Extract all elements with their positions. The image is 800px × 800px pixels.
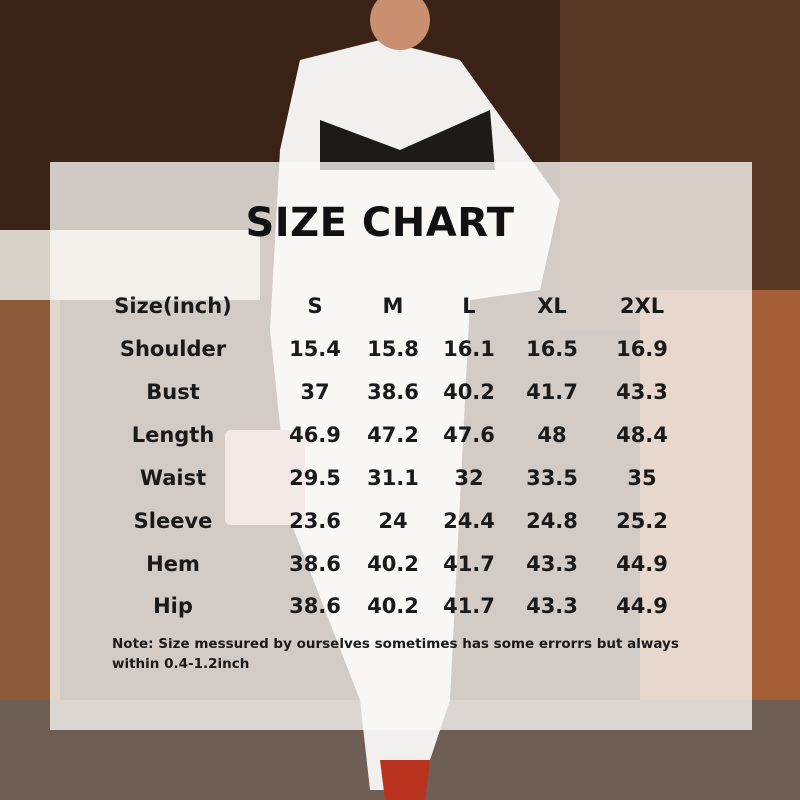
measurement-value: 40.2 bbox=[443, 380, 495, 404]
measurement-label: Waist bbox=[139, 466, 207, 490]
table-row: Sleeve 23.6 24 24.4 24.8 25.2 bbox=[0, 509, 800, 539]
measurement-value: 41.7 bbox=[443, 594, 495, 618]
table-row: Hip 38.6 40.2 41.7 43.3 44.9 bbox=[0, 594, 800, 624]
measurement-value: 15.4 bbox=[289, 337, 341, 361]
measurement-value: 38.6 bbox=[367, 380, 419, 404]
measurement-label: Length bbox=[131, 423, 215, 447]
measurement-label: Hip bbox=[153, 594, 193, 618]
measurement-value: 47.2 bbox=[367, 423, 419, 447]
measurement-value: 48 bbox=[537, 423, 567, 447]
measurement-value: 44.9 bbox=[616, 594, 668, 618]
measurement-value: 40.2 bbox=[367, 594, 419, 618]
table-row: Hem 38.6 40.2 41.7 43.3 44.9 bbox=[0, 552, 800, 582]
measurement-value: 32 bbox=[454, 466, 484, 490]
measurement-value: 16.9 bbox=[616, 337, 668, 361]
measurement-value: 44.9 bbox=[616, 552, 668, 576]
measurement-value: 46.9 bbox=[289, 423, 341, 447]
measurement-value: 43.3 bbox=[526, 552, 578, 576]
measurement-label: Bust bbox=[146, 380, 200, 404]
table-row: Waist 29.5 31.1 32 33.5 35 bbox=[0, 466, 800, 496]
measurement-value: 43.3 bbox=[616, 380, 668, 404]
table-row: Bust 37 38.6 40.2 41.7 43.3 bbox=[0, 380, 800, 410]
measurement-value: 38.6 bbox=[289, 552, 341, 576]
size-header: 2XL bbox=[619, 294, 665, 318]
measurement-value: 47.6 bbox=[443, 423, 495, 447]
measurement-value: 24 bbox=[378, 509, 408, 533]
measurement-value: 41.7 bbox=[443, 552, 495, 576]
measurement-value: 15.8 bbox=[367, 337, 419, 361]
measurement-label: Sleeve bbox=[133, 509, 213, 533]
measurement-value: 25.2 bbox=[616, 509, 668, 533]
measurement-value: 31.1 bbox=[367, 466, 419, 490]
table-row: Length 46.9 47.2 47.6 48 48.4 bbox=[0, 423, 800, 453]
size-unit-header: Size(inch) bbox=[114, 294, 232, 318]
measurement-value: 37 bbox=[300, 380, 330, 404]
measurement-label: Hem bbox=[146, 552, 200, 576]
measurement-label: Shoulder bbox=[119, 337, 227, 361]
measurement-value: 23.6 bbox=[289, 509, 341, 533]
measurement-value: 24.8 bbox=[526, 509, 578, 533]
measurement-note: Note: Size messured by ourselves sometim… bbox=[112, 636, 679, 672]
measurement-value: 48.4 bbox=[616, 423, 668, 447]
measurement-value: 43.3 bbox=[526, 594, 578, 618]
size-chart-panel bbox=[50, 162, 752, 730]
measurement-value: 24.4 bbox=[443, 509, 495, 533]
size-header: XL bbox=[537, 294, 567, 318]
size-header: S bbox=[307, 294, 323, 318]
measurement-value: 16.5 bbox=[526, 337, 578, 361]
size-header: L bbox=[462, 294, 476, 318]
measurement-value: 16.1 bbox=[443, 337, 495, 361]
measurement-value: 41.7 bbox=[526, 380, 578, 404]
measurement-value: 29.5 bbox=[289, 466, 341, 490]
table-header-row: Size(inch) S M L XL 2XL bbox=[0, 294, 800, 324]
measurement-value: 33.5 bbox=[526, 466, 578, 490]
measurement-value: 38.6 bbox=[289, 594, 341, 618]
measurement-value: 35 bbox=[627, 466, 657, 490]
measurement-value: 40.2 bbox=[367, 552, 419, 576]
table-row: Shoulder 15.4 15.8 16.1 16.5 16.9 bbox=[0, 337, 800, 367]
chart-title: SIZE CHART bbox=[245, 200, 515, 246]
size-header: M bbox=[382, 294, 404, 318]
